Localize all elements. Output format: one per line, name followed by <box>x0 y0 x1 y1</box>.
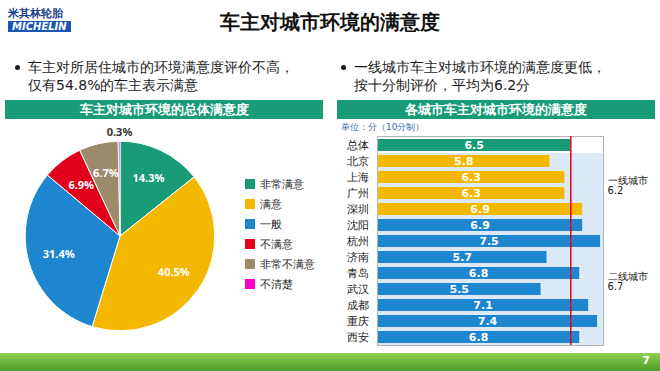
svg-text:一线城市6.2: 一线城市6.2 <box>608 175 648 196</box>
svg-text:5.5: 5.5 <box>450 283 470 296</box>
html-text:车主对城市环境的总体满意度: 车主对城市环境的总体满意度 <box>79 102 249 117</box>
svg-text:北京: 北京 <box>347 155 369 168</box>
html-text:不清楚: 不清楚 <box>260 278 293 291</box>
html-text:车主对城市环境的满意度: 车主对城市环境的满意度 <box>220 10 440 34</box>
svg-text:上海: 上海 <box>347 171 369 184</box>
html-text:非常不满意: 非常不满意 <box>260 258 315 271</box>
svg-text:重庆: 重庆 <box>347 315 369 328</box>
svg-text:6.9%: 6.9% <box>68 177 94 192</box>
svg-text:济南: 济南 <box>347 251 369 264</box>
svg-text:6.5: 6.5 <box>464 139 484 152</box>
svg-text:5.7: 5.7 <box>453 251 473 264</box>
svg-text:6.9: 6.9 <box>470 219 490 232</box>
svg-text:西安: 西安 <box>347 331 369 344</box>
html-text:7: 7 <box>642 354 650 367</box>
svg-text:7.4: 7.4 <box>478 315 498 328</box>
svg-text:6.8: 6.8 <box>469 331 489 344</box>
html-text:不满意: 不满意 <box>260 238 293 251</box>
svg-text:6.8: 6.8 <box>469 267 489 280</box>
html-text:车主对所居住城市的环境满意度评价不高，: 车主对所居住城市的环境满意度评价不高， <box>28 59 294 75</box>
html-text:满意: 满意 <box>260 198 282 211</box>
svg-text:6.3: 6.3 <box>461 171 481 184</box>
svg-text:沈阳: 沈阳 <box>347 219 369 232</box>
svg-text:14.3%: 14.3% <box>133 170 165 185</box>
html-text:按十分制评价，平均为6.2分: 按十分制评价，平均为6.2分 <box>354 77 531 93</box>
html-text:一线城市车主对城市环境的满意度更低，: 一线城市车主对城市环境的满意度更低， <box>354 59 606 75</box>
html-text:MICHELIN: MICHELIN <box>12 21 67 32</box>
html-text:非常满意: 非常满意 <box>260 178 304 191</box>
svg-text:7.5: 7.5 <box>479 235 499 248</box>
svg-text:6.3: 6.3 <box>461 187 481 200</box>
svg-text:总体: 总体 <box>346 139 369 152</box>
svg-text:7.1: 7.1 <box>473 299 493 312</box>
html-text:单位：分（10分制）: 单位：分（10分制） <box>341 122 425 132</box>
svg-text:6.9: 6.9 <box>470 203 490 216</box>
svg-text:青岛: 青岛 <box>347 267 369 280</box>
svg-text:5.8: 5.8 <box>454 155 474 168</box>
svg-text:6.7%: 6.7% <box>93 165 119 180</box>
svg-text:广州: 广州 <box>347 187 369 200</box>
html-text:一般: 一般 <box>260 218 282 231</box>
svg-text:二线城市6.7: 二线城市6.7 <box>608 271 648 292</box>
svg-text:40.5%: 40.5% <box>158 264 190 279</box>
html-text:各城市车主对城市环境的满意度: 各城市车主对城市环境的满意度 <box>405 102 587 117</box>
html-text:米其林轮胎: 米其林轮胎 <box>8 7 63 20</box>
svg-text:0.3%: 0.3% <box>107 124 133 139</box>
svg-text:深圳: 深圳 <box>347 203 369 216</box>
svg-text:杭州: 杭州 <box>346 235 369 248</box>
svg-text:成都: 成都 <box>347 299 369 312</box>
svg-text:武汉: 武汉 <box>347 283 369 296</box>
svg-text:31.4%: 31.4% <box>43 246 75 261</box>
html-text:仅有54.8%的车主表示满意: 仅有54.8%的车主表示满意 <box>28 77 199 93</box>
